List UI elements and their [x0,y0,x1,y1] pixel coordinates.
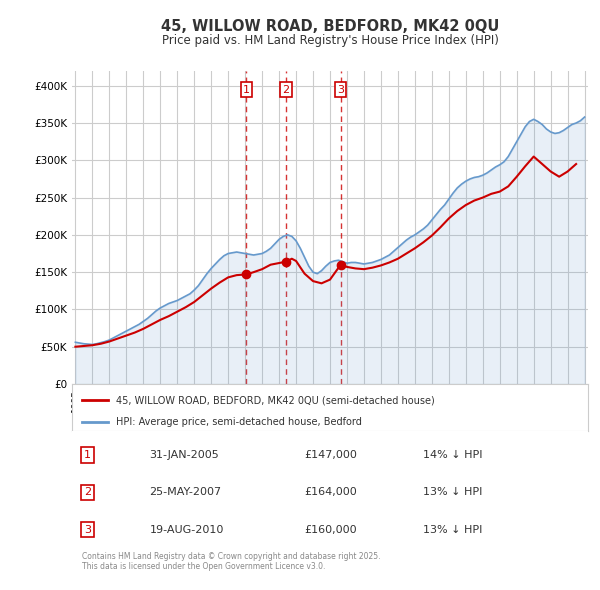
Text: 1: 1 [84,450,91,460]
Text: 31-JAN-2005: 31-JAN-2005 [149,450,219,460]
Text: 1: 1 [243,84,250,94]
Text: 25-MAY-2007: 25-MAY-2007 [149,487,221,497]
Text: 13% ↓ HPI: 13% ↓ HPI [423,487,482,497]
Text: 14% ↓ HPI: 14% ↓ HPI [423,450,482,460]
Text: £147,000: £147,000 [304,450,357,460]
Text: 19-AUG-2010: 19-AUG-2010 [149,525,224,535]
Text: Contains HM Land Registry data © Crown copyright and database right 2025.
This d: Contains HM Land Registry data © Crown c… [82,552,381,571]
Text: 3: 3 [84,525,91,535]
Text: £160,000: £160,000 [304,525,357,535]
Text: 2: 2 [283,84,289,94]
Text: 3: 3 [337,84,344,94]
Text: 45, WILLOW ROAD, BEDFORD, MK42 0QU (semi-detached house): 45, WILLOW ROAD, BEDFORD, MK42 0QU (semi… [116,395,434,405]
Text: Price paid vs. HM Land Registry's House Price Index (HPI): Price paid vs. HM Land Registry's House … [161,34,499,47]
Text: £164,000: £164,000 [304,487,357,497]
Text: HPI: Average price, semi-detached house, Bedford: HPI: Average price, semi-detached house,… [116,417,362,427]
Text: 13% ↓ HPI: 13% ↓ HPI [423,525,482,535]
Text: 2: 2 [84,487,91,497]
Text: 45, WILLOW ROAD, BEDFORD, MK42 0QU: 45, WILLOW ROAD, BEDFORD, MK42 0QU [161,19,499,34]
